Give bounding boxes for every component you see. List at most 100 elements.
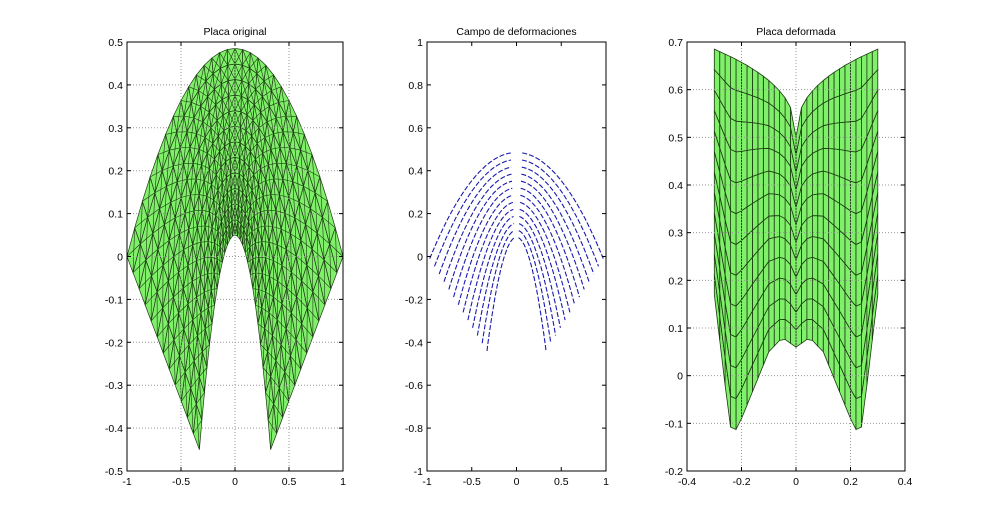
mesh-diagonal	[263, 80, 270, 107]
mesh-cell	[833, 173, 840, 205]
mesh-diagonal	[246, 114, 252, 136]
mesh-diagonal	[316, 233, 319, 276]
mesh-cell	[741, 61, 748, 95]
mesh-diagonal	[262, 196, 266, 226]
mesh-cell	[735, 58, 742, 93]
mesh-diagonal	[162, 296, 174, 309]
mesh-diagonal	[323, 259, 326, 305]
mesh-diagonal	[179, 228, 189, 234]
mesh-cell	[741, 121, 748, 152]
mesh-diagonal	[228, 96, 236, 111]
mesh-diagonal	[193, 162, 202, 166]
y-tick-label: 0.4	[408, 166, 423, 178]
mesh-diagonal	[300, 150, 304, 187]
mesh-diagonal	[170, 197, 182, 203]
mesh-diagonal	[199, 194, 207, 197]
mesh-cell	[822, 147, 830, 174]
mesh-diagonal	[286, 163, 290, 198]
mesh-cell	[806, 318, 813, 341]
mesh-cell	[839, 149, 846, 180]
mesh-cell	[822, 192, 830, 222]
mesh-cell	[806, 277, 813, 300]
mesh-cell	[773, 298, 780, 326]
mesh-diagonal	[234, 48, 243, 66]
mesh-diagonal	[209, 111, 218, 121]
mesh-diagonal	[250, 52, 258, 74]
mesh-diagonal	[241, 80, 249, 100]
mesh-diagonal	[322, 217, 325, 260]
mesh-diagonal	[265, 351, 268, 393]
y-tick-label: 0.5	[668, 132, 683, 144]
quiver-arrow-row	[467, 208, 514, 321]
mesh-diagonal	[305, 224, 308, 266]
mesh-diagonal	[187, 260, 197, 266]
mesh-diagonal	[215, 104, 224, 116]
mesh-diagonal	[197, 225, 206, 227]
mesh-cell	[812, 215, 819, 238]
mesh-cell	[752, 199, 759, 232]
mesh-diagonal	[319, 176, 323, 218]
mesh-diagonal	[200, 241, 209, 243]
marks	[429, 152, 604, 351]
mesh-cell	[844, 178, 851, 212]
mesh-diagonal	[168, 271, 179, 282]
mesh-diagonal	[173, 287, 184, 298]
mesh-diagonal	[285, 116, 291, 148]
mesh-cell	[746, 64, 753, 97]
mesh-diagonal	[279, 194, 282, 230]
mesh-cell	[812, 256, 819, 282]
mesh-diagonal	[145, 248, 159, 261]
mesh-diagonal	[219, 151, 226, 162]
mesh-diagonal	[252, 120, 258, 144]
mesh-diagonal	[257, 227, 260, 258]
mesh-diagonal	[178, 303, 189, 314]
mesh-diagonal	[265, 65, 272, 91]
mesh-diagonal	[219, 205, 226, 214]
mesh-diagonal	[162, 256, 174, 266]
mesh-diagonal	[240, 111, 247, 131]
mesh-diagonal	[217, 190, 224, 199]
y-tick-label: -0.3	[105, 380, 123, 392]
mesh-diagonal	[243, 177, 247, 199]
mesh-diagonal	[169, 147, 181, 151]
x-tick-label: 0.2	[843, 476, 858, 488]
mesh-diagonal	[214, 272, 220, 275]
mesh-cell	[850, 150, 857, 184]
quiver-arrow-row	[518, 230, 552, 344]
mesh-diagonal	[255, 158, 259, 185]
y-tick-label: -0.2	[665, 466, 683, 478]
mesh-diagonal	[188, 86, 199, 91]
mesh-cell	[730, 117, 737, 153]
mesh-diagonal	[227, 49, 236, 65]
mesh-diagonal	[192, 276, 201, 282]
y-tick-label: -0.2	[405, 294, 423, 306]
mesh-cell	[735, 180, 742, 215]
quiver-arrow-row	[518, 237, 547, 351]
mesh-cell	[757, 148, 764, 175]
mesh-diagonal	[307, 170, 311, 209]
quiver-arrow-row	[476, 223, 515, 336]
mesh-cell	[762, 75, 770, 104]
mesh-cell	[812, 277, 819, 304]
axes-box	[126, 41, 344, 472]
y-tick-label: 0.2	[408, 209, 423, 221]
mesh-diagonal	[270, 403, 274, 450]
mesh-cell	[855, 241, 862, 276]
quiver-arrow-row	[457, 194, 513, 305]
mesh-cell	[855, 148, 862, 184]
mesh-diagonal	[186, 131, 197, 134]
subplot-2: -1 -0.5 0 0.5 1 1 0.8 0.6 0.4 0.2 0 -0.2 -0.4 -0.6 -0.…	[405, 26, 609, 488]
mesh-diagonal	[181, 387, 191, 402]
mesh-cell	[839, 121, 846, 151]
mesh-cell	[828, 97, 835, 125]
mesh-cell	[762, 123, 770, 149]
y-tick-label: 0.2	[108, 166, 123, 178]
mesh-cell	[741, 91, 748, 123]
x-tick-label: 1	[340, 476, 346, 488]
mesh-diagonal	[196, 133, 206, 138]
mesh-diagonal	[184, 360, 195, 373]
mesh-diagonal	[244, 161, 249, 183]
subplot-1: -1 -0.5 0 0.5 10.50.40.30.20.10-0.1-0.2-0.3-…	[105, 26, 346, 488]
mesh-cell	[773, 215, 780, 238]
mesh-diagonal	[191, 102, 201, 107]
